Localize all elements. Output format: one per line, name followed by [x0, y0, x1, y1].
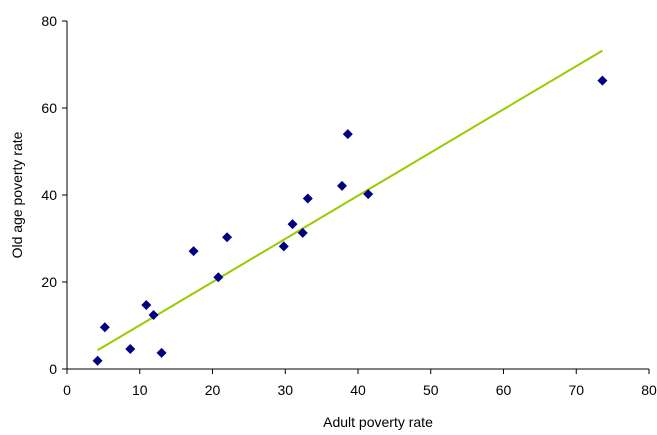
- trendline: [97, 49, 603, 352]
- y-tick-label: 0: [49, 361, 57, 377]
- x-tick-label: 20: [205, 382, 221, 398]
- x-tick-label: 70: [568, 382, 584, 398]
- data-point: [287, 219, 298, 230]
- data-point: [148, 310, 159, 321]
- data-point: [188, 246, 199, 257]
- y-tick-label: 80: [41, 13, 57, 29]
- data-point: [99, 322, 110, 333]
- y-tick-label: 60: [41, 100, 57, 116]
- data-points: [92, 75, 608, 366]
- data-point: [363, 189, 374, 200]
- x-tick-label: 0: [63, 382, 71, 398]
- y-tick-label: 40: [41, 187, 57, 203]
- x-tick-label: 50: [423, 382, 439, 398]
- x-tick-label: 40: [350, 382, 366, 398]
- x-axis-title: Adult poverty rate: [323, 414, 433, 430]
- x-tick-label: 80: [641, 382, 657, 398]
- x-tick-label: 60: [496, 382, 512, 398]
- x-tick-label: 10: [132, 382, 148, 398]
- data-point: [297, 227, 308, 238]
- data-point: [278, 241, 289, 252]
- y-tick-label: 20: [41, 274, 57, 290]
- data-point: [92, 355, 103, 366]
- data-point: [141, 300, 152, 311]
- data-point: [222, 232, 233, 243]
- data-point: [213, 272, 224, 283]
- data-point: [597, 75, 608, 86]
- data-point: [156, 347, 167, 358]
- data-point: [125, 343, 136, 354]
- data-point: [336, 180, 347, 191]
- x-axis-ticks: 0 10 20 30 40 50 60 70 80: [63, 369, 657, 398]
- data-point: [342, 129, 353, 140]
- data-point: [302, 193, 313, 204]
- y-axis-ticks: 0 20 40 60 80: [41, 13, 67, 377]
- x-tick-label: 30: [277, 382, 293, 398]
- y-axis-title: Old age poverty rate: [9, 131, 25, 258]
